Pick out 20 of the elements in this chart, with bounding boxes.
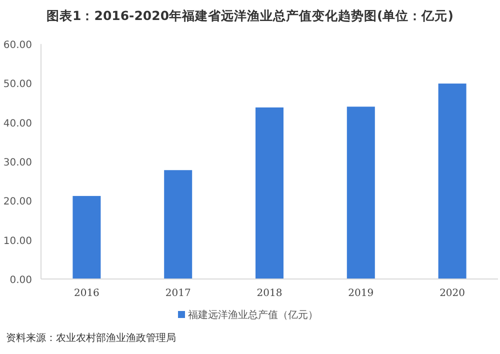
bar bbox=[256, 107, 284, 279]
y-tick-label: 40.00 bbox=[3, 118, 32, 130]
y-tick-label: 50.00 bbox=[3, 79, 32, 90]
y-tick-label: 10.00 bbox=[3, 236, 32, 247]
y-tick-label: 0.00 bbox=[10, 275, 32, 286]
bar bbox=[438, 84, 466, 279]
legend-label: 福建远洋渔业总产值（亿元） bbox=[188, 309, 318, 321]
y-tick-label: 60.00 bbox=[3, 40, 32, 51]
x-tick-label: 2016 bbox=[74, 288, 100, 299]
bar bbox=[346, 106, 375, 279]
y-tick-label: 20.00 bbox=[3, 196, 32, 208]
bar bbox=[72, 196, 101, 279]
chart-title: 图表1：2016-2020年福建省远洋渔业总产值变化趋势图(单位：亿元) bbox=[46, 8, 454, 23]
x-tick-label: 2018 bbox=[256, 288, 282, 299]
y-tick-label: 30.00 bbox=[3, 158, 32, 168]
bar bbox=[164, 170, 192, 279]
x-tick-label: 2017 bbox=[165, 288, 191, 299]
x-tick-label: 2020 bbox=[440, 288, 466, 299]
x-tick-label: 2019 bbox=[348, 288, 374, 299]
text: 资料来源：农业农村部渔业渔政管理局 bbox=[6, 332, 176, 344]
